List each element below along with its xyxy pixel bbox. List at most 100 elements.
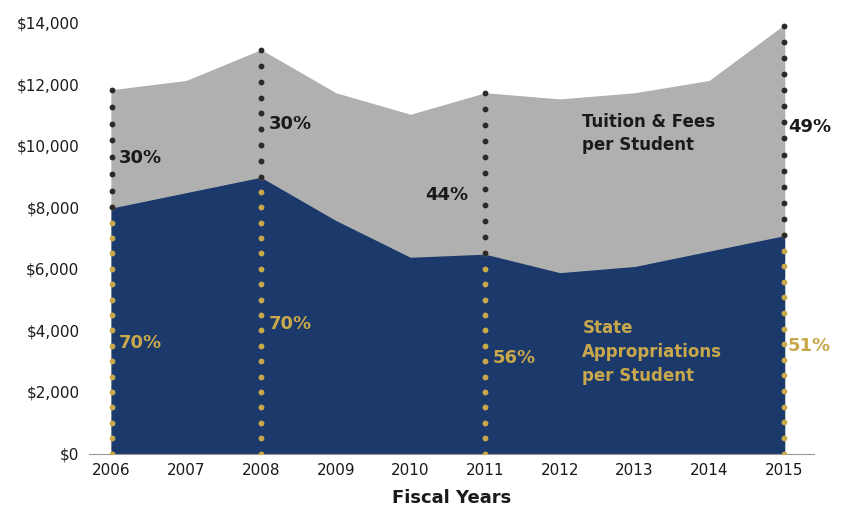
Point [777,118,790,126]
Point [479,419,492,427]
Point [777,102,790,111]
Point [479,217,492,226]
Point [105,449,118,457]
Point [777,372,790,380]
Point [254,357,268,365]
Point [105,296,118,304]
Point [777,182,790,191]
Point [479,388,492,396]
Text: Tuition & Fees
per Student: Tuition & Fees per Student [582,113,716,154]
Point [254,203,268,212]
Point [105,234,118,242]
Point [479,449,492,457]
Text: 56%: 56% [493,349,536,367]
Point [479,153,492,161]
Point [479,233,492,242]
Point [777,387,790,395]
Point [254,62,268,70]
Point [479,105,492,114]
Point [254,46,268,54]
Text: 70%: 70% [119,334,162,352]
Point [777,262,790,270]
Point [254,125,268,134]
Point [254,326,268,335]
Point [479,403,492,411]
Point [479,280,492,288]
Point [254,419,268,427]
Point [254,172,268,181]
Point [254,296,268,304]
Point [479,265,492,273]
Point [777,434,790,442]
Point [254,93,268,102]
Text: 30%: 30% [269,115,312,133]
Point [254,342,268,350]
Point [777,402,790,411]
Point [777,167,790,175]
Point [777,231,790,239]
Point [254,388,268,396]
Point [777,293,790,302]
Point [777,356,790,364]
Point [777,21,790,30]
Point [105,86,118,94]
Point [777,134,790,143]
Text: 30%: 30% [119,149,162,167]
Point [479,89,492,97]
Point [479,249,492,258]
Point [254,280,268,288]
Point [254,373,268,381]
Point [105,203,118,212]
Point [105,388,118,396]
Point [105,219,118,227]
Point [777,324,790,333]
Point [777,38,790,46]
Point [105,265,118,273]
Point [479,326,492,335]
Point [105,153,118,161]
Point [254,249,268,258]
Point [105,280,118,288]
Point [479,201,492,210]
Point [254,449,268,457]
Point [105,187,118,195]
Point [254,141,268,149]
Point [254,234,268,242]
Text: 51%: 51% [788,337,831,355]
Point [105,357,118,365]
Point [254,265,268,273]
Point [479,342,492,350]
Point [777,309,790,317]
Point [105,373,118,381]
Point [479,357,492,365]
Point [479,296,492,304]
Text: 49%: 49% [788,118,831,136]
Point [254,219,268,227]
Point [479,121,492,129]
Point [105,403,118,411]
Point [105,119,118,128]
Point [777,199,790,207]
Point [105,419,118,427]
Point [479,137,492,146]
Point [777,150,790,159]
Point [479,373,492,381]
Point [777,215,790,223]
Point [105,136,118,145]
Point [105,249,118,258]
Point [777,449,790,457]
Point [777,418,790,427]
Point [479,249,492,258]
Point [254,434,268,442]
Point [254,403,268,411]
Point [777,54,790,62]
Point [254,311,268,319]
Point [105,311,118,319]
Point [254,78,268,86]
Point [254,172,268,181]
Point [777,246,790,255]
Point [777,86,790,94]
Point [254,157,268,165]
Text: 44%: 44% [425,186,468,204]
Point [105,103,118,111]
